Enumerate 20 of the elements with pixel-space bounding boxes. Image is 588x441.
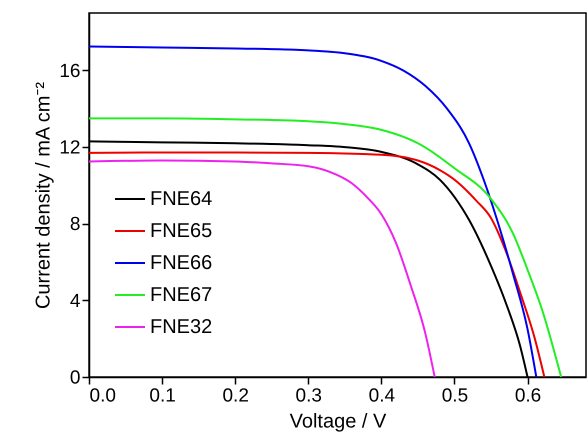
y-tick-label: 16: [59, 60, 80, 82]
legend-label: FNE65: [150, 220, 212, 242]
x-tick-label: 0.0: [90, 386, 116, 406]
x-tick-label: 0.1: [149, 386, 176, 406]
x-axis-title: Voltage / V: [290, 410, 388, 432]
legend-label: FNE67: [150, 284, 212, 306]
x-tick-label: 0.4: [368, 386, 396, 406]
line-series: [89, 160, 436, 377]
legend-label: FNE32: [150, 316, 212, 338]
y-axis-title: Current density / mA cm⁻²: [32, 82, 54, 310]
legend-label: FNE66: [150, 252, 212, 274]
y-tick-label: 8: [70, 214, 80, 236]
x-tick-label: 0.6: [514, 386, 542, 406]
legend-label: FNE64: [150, 188, 212, 210]
x-tick-label: 0.2: [222, 386, 249, 406]
y-tick-label: 4: [70, 290, 81, 312]
x-tick-label: 0.3: [296, 386, 322, 406]
y-tick-label: 0: [70, 368, 80, 388]
x-tick-label: 0.5: [442, 386, 468, 406]
y-tick-label: 12: [59, 138, 80, 159]
